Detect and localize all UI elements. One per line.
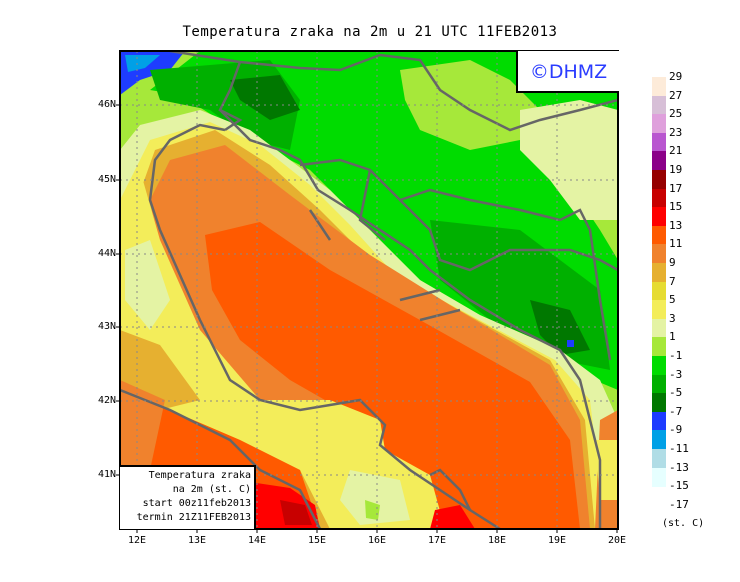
legend-swatch (652, 151, 666, 171)
legend-swatch (652, 411, 666, 431)
info-box: Temperatura zraka na 2m (st. C) start 00… (120, 465, 256, 529)
legend-level: -1 (669, 349, 683, 362)
axis-ticks (116, 104, 618, 533)
coastlines-borders (120, 51, 618, 529)
legend-level: 21 (669, 144, 683, 158)
lon-label: 17E (427, 535, 447, 546)
info-line: termin 21Z11FEB2013 (136, 512, 251, 523)
legend-swatch (652, 467, 666, 487)
lat-label: 42N (97, 395, 116, 406)
legend-level: -9 (669, 423, 683, 437)
lon-label: 18E (487, 535, 507, 546)
legend-level: 1 (669, 330, 676, 344)
legend-level: 5 (669, 293, 676, 307)
legend-swatch (652, 337, 666, 357)
lon-label: 12E (127, 535, 147, 546)
legend-level: -7 (669, 404, 683, 418)
legend-swatch (652, 281, 666, 301)
lat-label: 43N (97, 321, 116, 332)
info-line: Temperatura zraka (148, 470, 251, 481)
legend-level: 19 (669, 163, 683, 176)
legend-level: -3 (669, 367, 683, 381)
legend-units: (st. C) (662, 518, 705, 529)
legend-level: 9 (669, 256, 676, 269)
legend-level: 29 (669, 70, 683, 83)
legend-swatch (652, 393, 666, 413)
legend-level: 11 (669, 237, 683, 251)
legend-level: -11 (669, 442, 689, 455)
lon-label: 14E (247, 535, 267, 546)
legend-swatch (652, 207, 666, 227)
legend-swatch (652, 225, 666, 245)
legend-level: 17 (669, 181, 683, 195)
lat-label: 44N (97, 248, 116, 259)
info-line: start 00z11feb2013 (142, 498, 251, 509)
legend-swatch (652, 170, 666, 190)
map-title: Temperatura zraka na 2m u 21 UTC 11FEB20… (182, 24, 558, 40)
temperature-field (120, 51, 618, 529)
legend-level: 15 (669, 200, 683, 214)
legend-swatch (652, 132, 666, 152)
map-frame (119, 50, 619, 530)
legend-swatch (652, 244, 666, 264)
graticule (120, 51, 618, 529)
legend-level: 27 (669, 88, 683, 102)
legend-level: 3 (669, 311, 676, 325)
legend-level: -15 (669, 479, 689, 493)
lat-label: 45N (97, 174, 116, 185)
legend-swatch (652, 430, 666, 450)
legend-swatch (652, 263, 666, 283)
lat-label: 41N (97, 469, 116, 480)
legend-swatch (652, 449, 666, 469)
legend-swatch (652, 95, 666, 115)
legend-swatch (652, 188, 666, 208)
dhmz-logo: ©DHMZ (516, 51, 619, 93)
legend-level: 13 (669, 218, 683, 232)
legend-level: -17 (669, 497, 689, 511)
legend-swatch (652, 356, 666, 376)
legend-level: -13 (669, 460, 689, 474)
lon-label: 16E (367, 535, 387, 546)
legend-swatch (652, 114, 666, 134)
info-line: na 2m (st. C) (172, 484, 251, 495)
legend-level: 23 (669, 125, 683, 139)
legend-level: 7 (669, 274, 676, 288)
lon-label: 19E (547, 535, 567, 546)
lat-label: 46N (97, 99, 116, 110)
lon-label: 13E (187, 535, 207, 546)
legend-level: -5 (669, 386, 683, 400)
legend-swatch (652, 77, 666, 97)
legend-level: 25 (669, 107, 683, 121)
legend-swatch (652, 300, 666, 320)
legend-swatch (652, 318, 666, 338)
legend-swatch (652, 374, 666, 394)
lon-label: 20E (607, 535, 627, 546)
lon-label: 15E (307, 535, 327, 546)
